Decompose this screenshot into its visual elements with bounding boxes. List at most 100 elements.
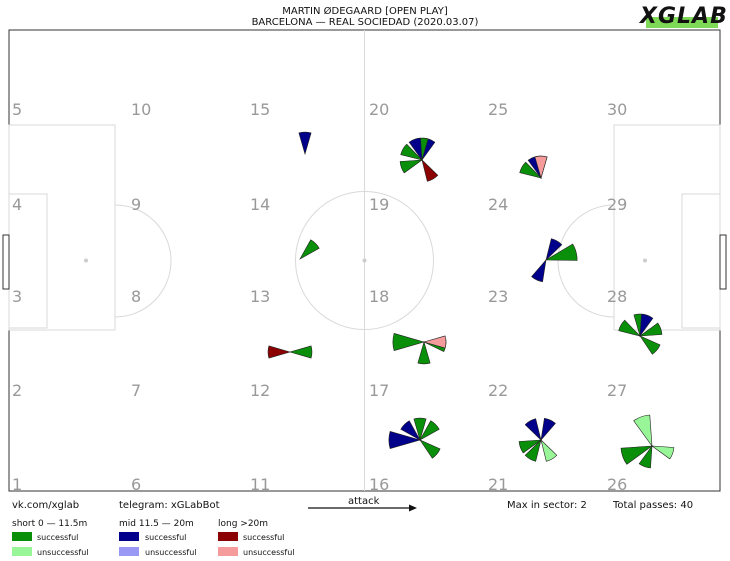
left-penalty-arc: [114, 204, 172, 318]
pass-wedge-sector-16-33: [419, 420, 440, 441]
pass-wedge-sector-27-24: [518, 439, 543, 454]
legend-short-successful-label: successful: [37, 533, 79, 542]
pass-wedge-sector-27-22: [540, 417, 556, 441]
legend-mid-header: mid 11.5 — 20m: [119, 519, 194, 529]
legend-short-successful-swatch: [12, 532, 32, 541]
pass-wedge-sector-29-16: [544, 243, 578, 261]
pass-wedge-sector-26-29: [638, 444, 653, 469]
sector-label-3: 3: [12, 287, 22, 306]
sector-label-5: 5: [12, 100, 22, 119]
chart-title: MARTIN ØDEGAARD [OPEN PLAY]: [282, 6, 448, 17]
pitch-markings: [2, 29, 727, 492]
center-spot: [362, 258, 367, 263]
sector-label-21: 21: [488, 475, 508, 494]
pass-wedge-sector-26-30: [650, 445, 675, 460]
sector-label-26: 26: [607, 475, 627, 494]
sector-label-1: 1: [12, 475, 22, 494]
sector-label-16: 16: [369, 475, 389, 494]
sector-label-4: 4: [12, 195, 22, 214]
pass-wedge-sector-27-23: [524, 418, 542, 441]
pass-wedge-sector-18-9: [422, 335, 447, 349]
pass-wedge-sector-19-6: [421, 159, 439, 182]
sector-label-19: 19: [369, 195, 389, 214]
pass-wedge-sector-19-4: [400, 143, 423, 161]
pass-wedge-sector-18-10: [417, 340, 431, 365]
legend-short-unsuccessful-label: unsuccessful: [37, 548, 89, 557]
legend-long-header: long >20m: [218, 519, 269, 529]
legend-long-unsuccessful-swatch: [218, 547, 238, 556]
left-goal: [2, 234, 10, 290]
pass-wedge-sector-20-0: [298, 131, 312, 156]
pass-wedge-sector-24-14: [519, 161, 542, 179]
right-penalty-spot: [643, 258, 647, 263]
right-penalty-arc: [557, 204, 615, 318]
legend-long-successful-label: successful: [243, 533, 285, 542]
pass-wedge-sector-26-27: [633, 414, 653, 448]
pass-wedge-sector-16-37: [419, 439, 441, 459]
total-passes: Total passes: 40: [613, 500, 694, 511]
center-circle: [295, 191, 434, 330]
pass-wedge-sector-29-18: [531, 259, 547, 283]
sector-label-15: 15: [250, 100, 270, 119]
sector-label-18: 18: [369, 287, 389, 306]
right-goal-area: [681, 193, 721, 329]
sector-label-10: 10: [131, 100, 151, 119]
pass-wedge-sector-19-5: [399, 159, 424, 174]
pass-wedge-sector-13-39: [288, 345, 313, 359]
pass-wedge-sector-16-36: [388, 431, 422, 449]
sector-label-13: 13: [250, 287, 270, 306]
logo-accent-bar: [646, 17, 718, 28]
sector-label-8: 8: [131, 287, 141, 306]
xglab-logo: XGLAB: [640, 4, 728, 30]
legend-long-successful-swatch: [218, 532, 238, 541]
chart-subtitle: BARCELONA — REAL SOCIEDAD (2020.03.07): [251, 17, 479, 28]
pass-wedge-sector-17-11: [299, 239, 320, 260]
left-penalty-spot: [84, 258, 88, 263]
sector-label-6: 6: [131, 475, 141, 494]
sector-label-28: 28: [607, 287, 627, 306]
pass-wedge-sector-13-38: [267, 345, 292, 359]
sector-label-9: 9: [131, 195, 141, 214]
legend-mid-unsuccessful-swatch: [119, 547, 139, 556]
sector-label-25: 25: [488, 100, 508, 119]
max-in-sector: Max in sector: 2: [507, 500, 587, 511]
pass-wedge-sector-16-34: [413, 417, 427, 442]
sector-label-30: 30: [607, 100, 627, 119]
sector-label-2: 2: [12, 381, 22, 400]
sector-label-14: 14: [250, 195, 270, 214]
legend-mid-unsuccessful-label: unsuccessful: [145, 548, 197, 557]
legend-mid-successful-label: successful: [145, 533, 187, 542]
sector-label-29: 29: [607, 195, 627, 214]
pass-wedge-sector-27-25: [524, 439, 542, 462]
left-goal-area: [8, 193, 48, 329]
pass-wedges: [267, 131, 675, 469]
pass-wedge-sector-28-21: [639, 335, 661, 355]
logo-text: XGLAB: [640, 4, 728, 29]
sector-label-22: 22: [488, 381, 508, 400]
right-penalty-area: [613, 124, 721, 331]
pass-wedge-sector-16-35: [400, 420, 421, 441]
pass-wedge-sector-28-20: [618, 319, 641, 337]
attack-label: attack: [348, 496, 380, 507]
sector-label-23: 23: [488, 287, 508, 306]
pass-wedge-sector-28-31: [638, 322, 663, 337]
legend-mid-successful-swatch: [119, 532, 139, 541]
sector-label-20: 20: [369, 100, 389, 119]
legend-short-header: short 0 — 11.5m: [12, 519, 88, 529]
legend-short-unsuccessful-swatch: [12, 547, 32, 556]
left-penalty-area: [8, 124, 116, 331]
pass-wedge-sector-28-32: [639, 313, 654, 338]
pass-wedge-sector-29-17: [545, 238, 563, 261]
attack-arrow: [308, 504, 417, 512]
pass-wedge-sector-25-15: [534, 155, 548, 180]
pass-wedge-sector-18-7: [392, 333, 426, 351]
right-goal: [719, 234, 727, 290]
legend-long-unsuccessful-label: unsuccessful: [243, 548, 295, 557]
sector-label-7: 7: [131, 381, 141, 400]
pass-wedge-sector-27-26: [540, 439, 558, 462]
sector-label-17: 17: [369, 381, 389, 400]
sector-label-27: 27: [607, 381, 627, 400]
sector-label-11: 11: [250, 475, 270, 494]
sector-label-12: 12: [250, 381, 270, 400]
